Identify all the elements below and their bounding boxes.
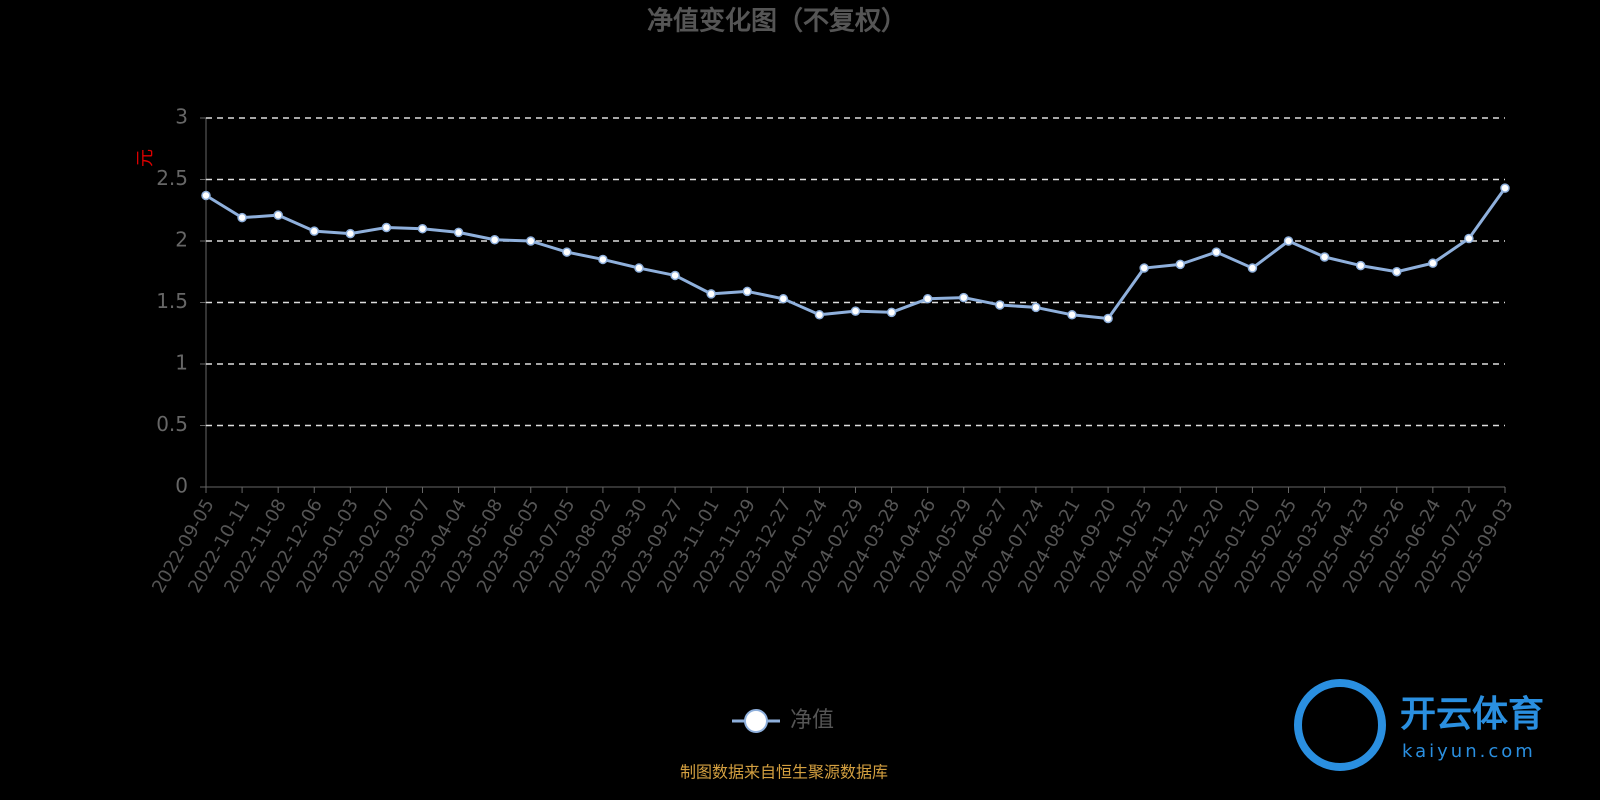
data-point <box>381 222 392 233</box>
data-point <box>489 235 500 245</box>
chart-title: 净值变化图（不复权） <box>647 6 907 37</box>
y-tick-label: 2 <box>175 228 188 252</box>
watermark-brand: 开云体育 <box>1400 694 1544 735</box>
data-point <box>598 254 608 265</box>
data-point <box>1500 183 1510 193</box>
data-point <box>201 190 211 201</box>
data-point <box>959 292 969 303</box>
legend-label: 净值 <box>790 708 834 733</box>
y-tick-label: 3 <box>175 105 188 129</box>
data-point <box>995 300 1005 310</box>
data-point <box>742 286 752 297</box>
data-point <box>850 306 861 316</box>
data-point <box>634 263 644 273</box>
data-point <box>417 223 428 234</box>
y-tick-label: 0.5 <box>156 412 188 436</box>
data-point <box>1175 259 1185 270</box>
data-point <box>814 310 825 320</box>
legend-marker <box>744 709 768 733</box>
data-point <box>1464 233 1474 244</box>
data-point <box>706 289 716 299</box>
y-axis-label: 元 <box>135 149 156 167</box>
y-tick-label: 1 <box>175 351 188 375</box>
watermark: 开云体育 kaiyun.com <box>1294 679 1544 771</box>
data-point <box>562 247 572 257</box>
data-point <box>1428 258 1438 268</box>
data-point <box>273 210 283 220</box>
y-tick-label: 2.5 <box>156 166 188 190</box>
data-point <box>1031 302 1041 313</box>
data-point <box>1392 267 1402 277</box>
data-point <box>1319 252 1330 262</box>
data-point <box>237 212 247 223</box>
data-point <box>309 226 319 236</box>
y-tick-label: 1.5 <box>156 289 188 313</box>
data-point <box>778 294 789 304</box>
source-note: 制图数据来自恒生聚源数据库 <box>680 763 888 782</box>
data-point <box>1283 236 1294 246</box>
y-tick-label: 0 <box>175 474 188 498</box>
data-point <box>1247 263 1258 273</box>
data-point <box>670 270 680 281</box>
data-point <box>922 294 933 304</box>
legend: 净值 <box>732 708 834 733</box>
watermark-site: kaiyun.com <box>1402 741 1536 762</box>
data-point <box>1355 260 1366 271</box>
data-point <box>345 228 356 239</box>
chart: 净值变化图（不复权） 元 净值 制图数据来自恒生聚源数据库 开云体育 kaiyu… <box>135 6 1544 782</box>
data-point <box>886 307 897 318</box>
data-point <box>1067 310 1077 320</box>
watermark-logo <box>1294 679 1386 771</box>
data-point <box>453 227 464 238</box>
data-line <box>205 187 1507 320</box>
data-point <box>1211 247 1222 257</box>
data-point <box>1139 263 1149 273</box>
data-point <box>1103 313 1113 324</box>
data-point <box>526 236 536 246</box>
